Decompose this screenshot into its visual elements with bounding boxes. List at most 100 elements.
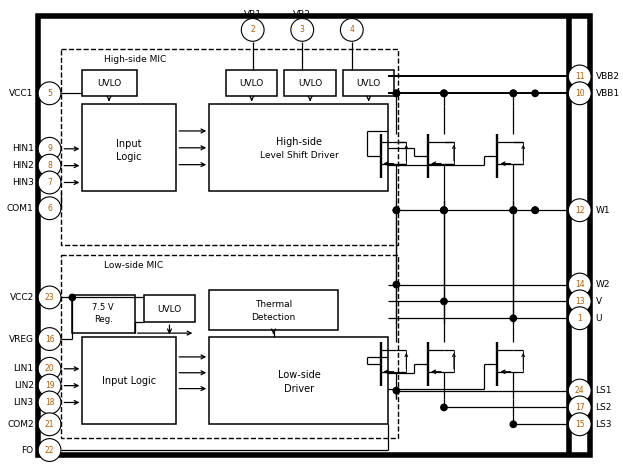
Bar bbox=[209, 337, 389, 424]
Circle shape bbox=[38, 374, 61, 397]
Text: Input: Input bbox=[116, 139, 141, 149]
Text: HIN1: HIN1 bbox=[12, 144, 34, 153]
Text: Low-side: Low-side bbox=[278, 370, 321, 380]
Text: 18: 18 bbox=[45, 398, 54, 407]
Bar bbox=[72, 295, 135, 333]
Circle shape bbox=[441, 207, 447, 213]
Bar bbox=[209, 104, 389, 191]
Circle shape bbox=[38, 197, 61, 219]
Text: VCC2: VCC2 bbox=[9, 293, 34, 302]
Text: High-side: High-side bbox=[276, 137, 322, 147]
Text: 24: 24 bbox=[575, 386, 584, 395]
Circle shape bbox=[568, 290, 591, 313]
Text: LS1: LS1 bbox=[596, 386, 612, 395]
Circle shape bbox=[340, 18, 363, 41]
Circle shape bbox=[510, 90, 516, 97]
Bar bbox=[285, 70, 336, 96]
Circle shape bbox=[38, 138, 61, 160]
Text: LIN2: LIN2 bbox=[14, 381, 34, 390]
Circle shape bbox=[568, 413, 591, 436]
Circle shape bbox=[38, 82, 61, 105]
Text: 21: 21 bbox=[45, 420, 54, 429]
Text: 22: 22 bbox=[45, 446, 54, 455]
Text: Low-side MIC: Low-side MIC bbox=[104, 261, 163, 270]
Text: 7.5 V: 7.5 V bbox=[92, 303, 114, 312]
Circle shape bbox=[568, 379, 591, 402]
Circle shape bbox=[510, 207, 516, 213]
Bar bbox=[343, 70, 394, 96]
Text: UVLO: UVLO bbox=[158, 305, 181, 314]
Circle shape bbox=[441, 207, 447, 213]
Circle shape bbox=[69, 294, 75, 300]
Circle shape bbox=[568, 307, 591, 330]
Circle shape bbox=[510, 207, 516, 213]
Circle shape bbox=[291, 18, 313, 41]
Circle shape bbox=[38, 391, 61, 414]
Text: UVLO: UVLO bbox=[240, 79, 264, 88]
Text: U: U bbox=[596, 314, 602, 323]
Text: Level Shift Driver: Level Shift Driver bbox=[260, 151, 339, 160]
Text: 23: 23 bbox=[45, 293, 54, 302]
Bar bbox=[62, 49, 398, 245]
Circle shape bbox=[568, 199, 591, 222]
Circle shape bbox=[393, 90, 399, 97]
Text: 15: 15 bbox=[575, 420, 584, 429]
Circle shape bbox=[532, 90, 538, 97]
Text: VBB2: VBB2 bbox=[596, 72, 619, 81]
Text: 20: 20 bbox=[45, 364, 54, 374]
Bar bbox=[82, 104, 176, 191]
Text: Input Logic: Input Logic bbox=[102, 376, 156, 386]
Circle shape bbox=[38, 286, 61, 309]
Text: LIN1: LIN1 bbox=[14, 364, 34, 374]
Circle shape bbox=[38, 413, 61, 436]
Text: 5: 5 bbox=[47, 89, 52, 98]
Circle shape bbox=[393, 388, 399, 394]
Text: V: V bbox=[596, 297, 602, 306]
Circle shape bbox=[393, 281, 399, 288]
Circle shape bbox=[441, 298, 447, 305]
Circle shape bbox=[393, 207, 399, 213]
Circle shape bbox=[532, 207, 538, 213]
Text: UVLO: UVLO bbox=[97, 79, 121, 88]
Circle shape bbox=[568, 65, 591, 88]
Circle shape bbox=[510, 90, 516, 97]
Text: UVLO: UVLO bbox=[298, 79, 322, 88]
Text: VB2: VB2 bbox=[293, 9, 311, 18]
Text: FO: FO bbox=[22, 446, 34, 455]
Circle shape bbox=[38, 357, 61, 380]
Text: HIN3: HIN3 bbox=[12, 178, 34, 187]
Text: 8: 8 bbox=[47, 161, 52, 170]
Circle shape bbox=[510, 421, 516, 428]
Bar bbox=[37, 16, 589, 455]
Text: UVLO: UVLO bbox=[356, 79, 381, 88]
Circle shape bbox=[532, 207, 538, 213]
Circle shape bbox=[241, 18, 264, 41]
Text: COM2: COM2 bbox=[7, 420, 34, 429]
Text: 11: 11 bbox=[575, 72, 584, 81]
Bar bbox=[82, 70, 137, 96]
Text: LS3: LS3 bbox=[596, 420, 612, 429]
Circle shape bbox=[568, 396, 591, 419]
Circle shape bbox=[510, 315, 516, 321]
Circle shape bbox=[38, 328, 61, 350]
Circle shape bbox=[38, 171, 61, 194]
Text: LIN3: LIN3 bbox=[14, 398, 34, 407]
Circle shape bbox=[393, 90, 399, 97]
Text: Logic: Logic bbox=[116, 152, 141, 162]
Text: 3: 3 bbox=[300, 25, 305, 34]
Text: 7: 7 bbox=[47, 178, 52, 187]
Text: 1: 1 bbox=[578, 314, 582, 323]
Circle shape bbox=[441, 90, 447, 97]
Text: W1: W1 bbox=[596, 206, 610, 215]
Text: High-side MIC: High-side MIC bbox=[104, 55, 166, 64]
Text: 9: 9 bbox=[47, 144, 52, 153]
Text: VCC1: VCC1 bbox=[9, 89, 34, 98]
Circle shape bbox=[568, 273, 591, 296]
Text: HIN2: HIN2 bbox=[12, 161, 34, 170]
Text: LS2: LS2 bbox=[596, 403, 612, 412]
Text: VREG: VREG bbox=[9, 334, 34, 343]
Circle shape bbox=[510, 207, 516, 213]
Circle shape bbox=[568, 82, 591, 105]
Text: 13: 13 bbox=[575, 297, 584, 306]
Text: 4: 4 bbox=[350, 25, 354, 34]
